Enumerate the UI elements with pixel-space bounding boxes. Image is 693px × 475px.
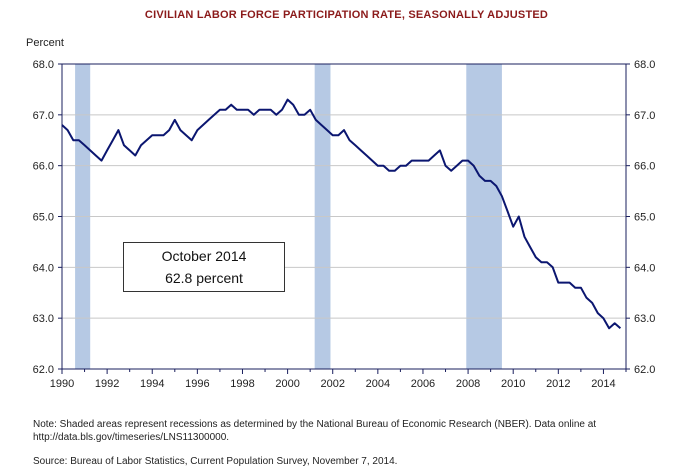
y-tick-label-right: 67.0 — [634, 110, 655, 122]
y-axis-label: Percent — [26, 37, 64, 49]
callout-date: October 2014 — [161, 248, 247, 264]
source-text: Source: Bureau of Labor Statistics, Curr… — [33, 456, 398, 467]
callout-value: 62.8 percent — [165, 270, 243, 286]
x-tick-label: 2008 — [456, 378, 480, 390]
y-tick-label-right: 63.0 — [634, 313, 655, 325]
x-tick-label: 1990 — [50, 378, 74, 390]
y-tick-label-right: 65.0 — [634, 212, 655, 224]
callout-box: October 2014 62.8 percent — [123, 242, 285, 292]
x-tick-label: 1998 — [230, 378, 254, 390]
y-tick-label-left: 63.0 — [33, 313, 54, 325]
y-tick-label-right: 68.0 — [634, 59, 655, 71]
gridlines — [62, 114, 626, 319]
x-tick-label: 2010 — [501, 378, 525, 390]
y-tick-label-right: 62.0 — [634, 364, 655, 376]
y-tick-label-left: 65.0 — [33, 212, 54, 224]
x-tick-label: 2014 — [591, 378, 615, 390]
y-tick-label-left: 68.0 — [33, 59, 54, 71]
x-tick-label: 1994 — [140, 378, 164, 390]
x-tick-label: 2004 — [366, 378, 390, 390]
x-tick-label: 1992 — [95, 378, 119, 390]
x-axis: 1990 1992 1994 1996 1998 2000 2002 2004 2006 2008… — [50, 369, 627, 390]
chart-title: CIVILIAN LABOR FORCE PARTICIPATION RATE,… — [144, 9, 549, 21]
x-tick-label: 2002 — [320, 378, 344, 390]
y-tick-label-left: 67.0 — [33, 110, 54, 122]
y-tick-label-left: 64.0 — [33, 262, 54, 274]
y-tick-label-left: 66.0 — [33, 161, 54, 173]
note-text: Note: Shaded areas represent recessions … — [33, 419, 597, 443]
x-tick-label: 2006 — [411, 378, 435, 390]
y-axis-left: 62.0 63.0 64.0 65.0 66.0 67.0 68.0 — [33, 59, 62, 376]
y-tick-label-left: 62.0 — [33, 364, 54, 376]
x-tick-label: 2012 — [546, 378, 570, 390]
x-tick-label: 2000 — [275, 378, 299, 390]
y-tick-label-right: 64.0 — [634, 262, 655, 274]
y-axis-right: 62.0 63.0 64.0 65.0 66.0 67.0 68.0 — [626, 59, 655, 376]
y-tick-label-right: 66.0 — [634, 161, 655, 173]
series-line — [61, 98, 622, 330]
x-tick-label: 1996 — [185, 378, 209, 390]
